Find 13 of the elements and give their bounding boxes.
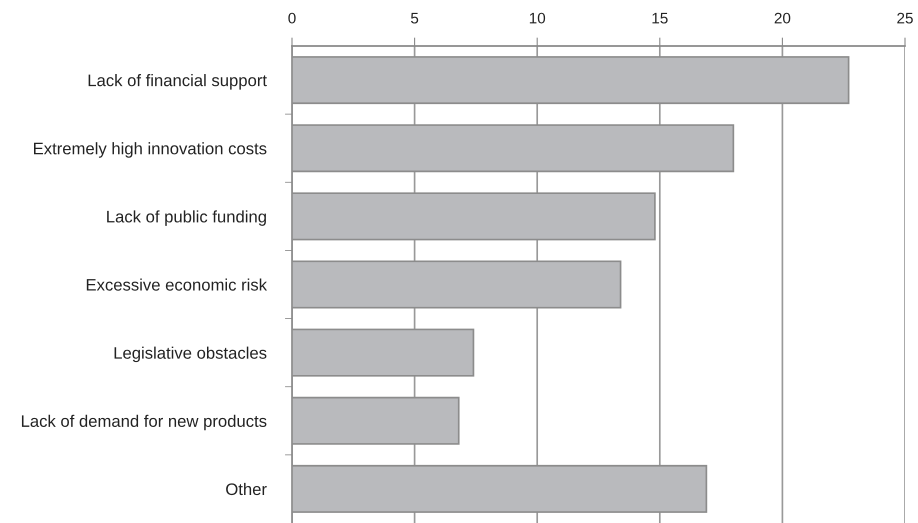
y-tick-label: Legislative obstacles [114,346,266,362]
y-tick-label: Lack of public funding [107,210,266,226]
x-tick-label: 0 [288,12,296,24]
x-tick-label: 20 [774,12,790,24]
x-tick-label: 5 [410,12,418,24]
y-tick-label: Extremely high innovation costs [34,142,266,158]
x-tick-label: 10 [530,12,546,24]
y-tick-label: Lack of financial support [88,74,267,90]
x-tick-label: 25 [897,12,913,24]
y-tick-label: Lack of demand for new products [22,414,266,430]
y-tick-label: Excessive economic risk [86,278,268,291]
x-tick-label: 15 [652,12,668,24]
y-tick-label: Other [226,482,267,496]
